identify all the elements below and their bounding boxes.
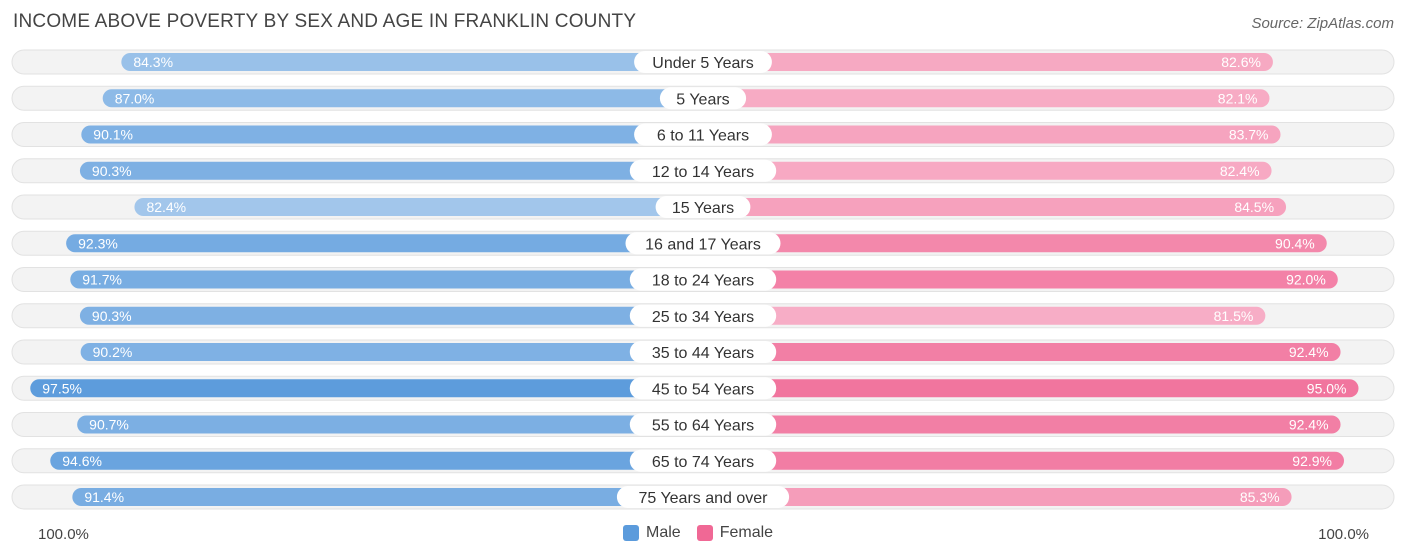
category-label: 5 Years xyxy=(676,91,729,108)
female-value-label: 83.7% xyxy=(1229,127,1269,143)
male-value-label: 90.3% xyxy=(92,308,132,324)
category-pill xyxy=(659,87,747,110)
male-value-label: 91.7% xyxy=(82,272,122,288)
male-bar xyxy=(121,53,703,71)
category-pill xyxy=(655,196,751,218)
female-value-label: 82.1% xyxy=(1218,90,1258,106)
category-label: Under 5 Years xyxy=(652,55,753,72)
legend-swatch-male xyxy=(623,525,639,541)
category-pill xyxy=(616,486,790,508)
category-pill xyxy=(629,377,777,400)
male-bar xyxy=(134,198,703,216)
female-value-label: 82.4% xyxy=(1220,163,1260,179)
male-bar xyxy=(80,343,704,361)
category-pill xyxy=(625,232,781,255)
legend-label-female: Female xyxy=(719,524,774,541)
male-value-label: 97.5% xyxy=(42,380,82,396)
legend-swatch-female xyxy=(696,525,713,541)
category-pill xyxy=(634,123,772,146)
female-bar xyxy=(703,270,1338,289)
legend-item-female: Female xyxy=(696,524,774,542)
male-value-label: 94.6% xyxy=(62,453,102,469)
category-label: 12 to 14 Years xyxy=(652,164,754,181)
female-value-label: 92.0% xyxy=(1286,272,1326,288)
female-value-label: 81.5% xyxy=(1214,308,1254,324)
female-value-label: 95.0% xyxy=(1307,380,1347,396)
category-label: 55 to 64 Years xyxy=(652,418,754,435)
female-value-label: 92.9% xyxy=(1292,453,1332,469)
category-pill xyxy=(629,304,777,327)
female-bar xyxy=(703,415,1341,434)
male-value-label: 90.7% xyxy=(89,417,129,433)
category-label: 16 and 17 Years xyxy=(645,236,761,253)
female-value-label: 85.3% xyxy=(1240,489,1280,505)
female-bar xyxy=(703,379,1359,398)
male-bar xyxy=(72,488,704,506)
female-value-label: 92.4% xyxy=(1289,344,1329,360)
female-bar xyxy=(703,89,1270,108)
female-bar xyxy=(703,161,1272,180)
category-label: 15 Years xyxy=(672,200,734,217)
male-bar xyxy=(50,451,703,470)
category-label: 45 to 54 Years xyxy=(652,381,754,398)
category-label: 65 to 74 Years xyxy=(652,454,754,471)
category-label: 35 to 44 Years xyxy=(652,345,754,362)
legend-item-male: Male xyxy=(623,524,681,542)
male-value-label: 82.4% xyxy=(146,199,186,215)
female-bar xyxy=(703,306,1266,325)
male-bar xyxy=(79,306,704,325)
female-bar xyxy=(703,343,1341,361)
category-label: 18 to 24 Years xyxy=(652,273,754,290)
male-bar xyxy=(30,379,703,398)
female-bar xyxy=(703,125,1281,144)
male-value-label: 90.3% xyxy=(92,163,132,179)
female-bar xyxy=(703,53,1273,71)
male-bar xyxy=(70,270,703,289)
female-value-label: 90.4% xyxy=(1275,235,1315,251)
male-value-label: 90.2% xyxy=(93,344,133,360)
category-pill xyxy=(629,268,777,291)
female-value-label: 84.5% xyxy=(1234,199,1274,215)
category-pill xyxy=(629,449,777,472)
legend-label-male: Male xyxy=(646,524,681,541)
male-bar xyxy=(66,234,703,253)
female-bar xyxy=(703,198,1287,216)
male-value-label: 91.4% xyxy=(84,489,124,505)
category-pill xyxy=(629,413,777,436)
category-pill xyxy=(634,51,772,73)
male-bar xyxy=(102,89,703,108)
male-value-label: 87.0% xyxy=(115,90,155,106)
female-value-label: 82.6% xyxy=(1221,54,1261,70)
axis-right-label: 100.0% xyxy=(1318,526,1369,543)
female-bar xyxy=(703,234,1327,253)
category-pill xyxy=(629,159,777,182)
male-value-label: 90.1% xyxy=(93,127,133,143)
category-label: 25 to 34 Years xyxy=(652,309,754,326)
female-value-label: 92.4% xyxy=(1289,417,1329,433)
category-label: 75 Years and over xyxy=(639,490,769,507)
male-bar xyxy=(79,161,704,180)
legend: Male Female xyxy=(623,524,789,542)
axis-left-label: 100.0% xyxy=(38,526,89,543)
male-value-label: 84.3% xyxy=(133,54,173,70)
female-bar xyxy=(703,451,1345,470)
male-bar xyxy=(77,415,704,434)
category-label: 6 to 11 Years xyxy=(657,128,749,145)
male-bar xyxy=(81,125,703,144)
female-bar xyxy=(703,488,1292,506)
male-value-label: 92.3% xyxy=(78,235,118,251)
category-pill xyxy=(629,341,777,363)
chart-title: INCOME ABOVE POVERTY BY SEX AND AGE IN F… xyxy=(13,11,637,32)
chart-source: Source: ZipAtlas.com xyxy=(1251,15,1394,32)
